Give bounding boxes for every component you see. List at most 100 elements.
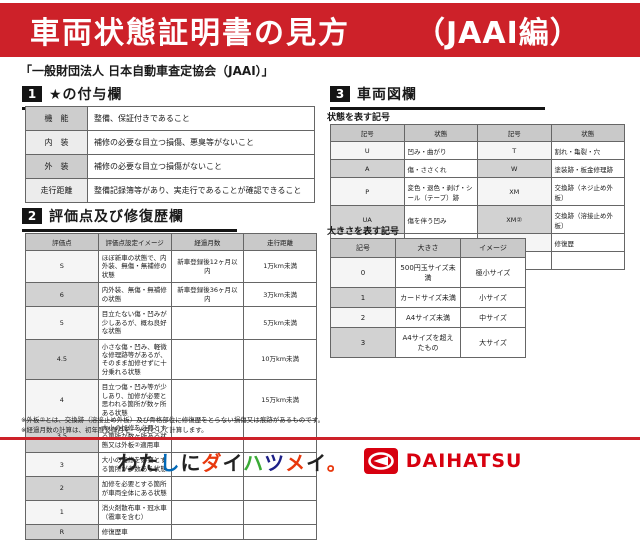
section-diagram-header: 3 車両図欄 [330, 84, 545, 110]
column-header: 記号 [330, 124, 405, 142]
value-cell [170, 452, 245, 478]
symbol-cell: 5 [25, 306, 99, 340]
table-row: 6 内外装、無傷・無補修の状態 新車登録後36ヶ月以内 3万km未満 [25, 282, 317, 308]
symbol-cell: T [477, 141, 552, 160]
value-cell: 3万km未満 [243, 282, 317, 308]
value-cell: 1万km未満 [243, 249, 317, 284]
value-cell [170, 338, 245, 381]
column-header: 記号 [330, 238, 396, 258]
value-cell: 補修の必要な目立つ損傷がないこと [87, 154, 315, 179]
column-header: 状態 [550, 124, 625, 142]
value-cell: 内外装、無傷・無補修の状態 [97, 282, 172, 308]
page-title-edition: （JAAI編） [415, 16, 581, 51]
value-cell [243, 419, 317, 454]
column-header: イメージ [460, 238, 526, 258]
slogan-char: わ [117, 450, 139, 475]
table-row: 4.5 小さな傷・凹み、軽微な修理跡等があるが、そのまま加修せずに十分乗れる状態 1… [25, 338, 317, 381]
section-number-2: 2 [22, 208, 42, 224]
symbol-cell: XM [477, 177, 552, 206]
table-row: 3 大小の加修を必要とする箇所が多数ある状態 [25, 452, 317, 478]
value-cell: 塗装跡・板金修理跡 [550, 159, 625, 178]
value-cell: 整備、保証付きであること [87, 106, 315, 131]
value-cell: 15万km未満 [243, 379, 317, 421]
table-row: U 凹み・曲がり T 割れ・亀裂・穴 [330, 141, 625, 160]
symbol-cell: 0 [330, 257, 396, 288]
footnote-line: ※外板②とは、交換跡（溶接止め外板）及び骨格部位に修復歴をとらない損傷又は痕跡が… [21, 416, 325, 424]
table-row: S ほぼ新車の状態で、内外装、無傷・無補修の状態 新車登録後12ヶ月以内 1万km未満 [25, 249, 317, 284]
table-row: 走行距離 整備記録簿等があり、実走行であることが確認できること [25, 178, 315, 203]
symbol-cell: W [477, 159, 552, 178]
section-title-star: ★の付与欄 [49, 87, 123, 103]
value-cell: 凹み・曲がり [403, 141, 478, 160]
value-cell: 修復歴 [550, 233, 625, 252]
value-cell [243, 523, 317, 540]
symbol-cell: 6 [25, 282, 99, 308]
value-cell: 目立つ傷・凹み等が少しあり、加修が必要と思われる箇所が数ヶ所ある状態 [97, 379, 172, 421]
table-row: 3.5大小の加修を必要とする箇所が数ヶ所ある状態又は外板②適用車 [25, 419, 317, 454]
value-cell: 小さな傷・凹み、軽微な修理跡等があるが、そのまま加修せずに十分乗れる状態 [97, 338, 172, 381]
association-subtitle: 「一般財団法人 日本自動車査定協会（JAAI）」 [20, 64, 274, 78]
symbol-cell: 内 装 [25, 130, 88, 155]
value-cell: 加修を必要とする箇所が車両全体にある状態 [97, 476, 172, 502]
footer-divider-rule [0, 437, 640, 440]
section-score-header: 2 評価点及び修復歴欄 [22, 206, 237, 232]
symbol-cell: 走行距離 [25, 178, 88, 203]
slogan-char: メ [285, 450, 307, 475]
value-cell: 10万km未満 [243, 338, 317, 381]
footer: わたしにダイハツメイ。 DAIHATSU [0, 444, 640, 478]
value-cell [170, 523, 245, 540]
value-cell: 小サイズ [460, 287, 526, 308]
symbol-cell: 3 [25, 452, 99, 478]
symbol-cell: 1 [330, 287, 396, 308]
footnotes: ※外板②とは、交換跡（溶接止め外板）及び骨格部位に修復歴をとらない損傷又は痕跡が… [21, 416, 324, 436]
value-cell: 中サイズ [460, 307, 526, 328]
value-cell: 交換跡（ネジ止め外板） [550, 177, 625, 206]
footnote-line: ※経過月数の計算は、初年度登録月を一ヶ月として計算します。 [21, 425, 208, 434]
table-row: 1 消火剤散布車・冠水車（雹車を含む） [25, 500, 317, 525]
value-cell: 修復歴車 [97, 523, 172, 540]
table-row: 1 カードサイズ未満 小サイズ [330, 287, 526, 308]
daihatsu-logo: DAIHATSU [363, 448, 523, 474]
table-row: A 傷・ささくれ W 塗装跡・板金修理跡 [330, 159, 625, 178]
value-cell: 大サイズ [460, 327, 526, 358]
value-cell: 傷を伴う凹み [403, 205, 478, 234]
value-cell: 新車登録後12ヶ月以内 [170, 249, 245, 284]
column-header: 状態 [403, 124, 478, 142]
symbol-cell: 2 [330, 307, 396, 328]
column-header: 記号 [477, 124, 552, 142]
column-header: 走行距離 [243, 233, 317, 251]
section-title-diagram: 車両図欄 [357, 87, 417, 103]
size-symbols-label: 大きさを表す記号 [327, 227, 400, 237]
symbol-cell: 3.5 [25, 419, 99, 454]
value-cell: 5万km未満 [243, 306, 317, 340]
table-row: 4 目立つ傷・凹み等が少しあり、加修が必要と思われる箇所が数ヶ所ある状態 15万km… [25, 379, 317, 421]
value-cell: 交換跡（溶接止め外板） [550, 205, 625, 234]
slogan-char: ダ [201, 450, 223, 475]
page-title: 車両状態証明書の見方 [30, 16, 350, 51]
symbol-cell: P [330, 177, 405, 206]
symbol-cell: 機 能 [25, 106, 88, 131]
column-header: 評価点 [25, 233, 99, 251]
value-cell: 補修の必要な目立つ損傷、悪臭等がないこと [87, 130, 315, 155]
value-cell: 消火剤散布車・冠水車（雹車を含む） [97, 500, 172, 525]
symbol-cell: XM② [477, 205, 552, 234]
table-row: 0 500円玉サイズ未満 極小サイズ [330, 257, 526, 288]
header-band: 車両状態証明書の見方 （JAAI編） [0, 3, 640, 57]
column-header: 大きさ [395, 238, 461, 258]
value-cell: A4サイズを超えたもの [395, 327, 461, 358]
table-row: 3 A4サイズを超えたもの 大サイズ [330, 327, 526, 358]
score-history-table: 評価点 評価点設定イメージ 経過月数 走行距離 S ほぼ新車の状態で、内外装、無傷・無補修… [25, 233, 317, 540]
symbol-cell: 4.5 [25, 338, 99, 381]
value-cell: 割れ・亀裂・穴 [550, 141, 625, 160]
symbol-cell: 1 [25, 500, 99, 525]
section-underline [22, 229, 237, 232]
value-cell [170, 379, 245, 421]
slogan-char: に [180, 450, 202, 475]
value-cell: 整備記録簿等があり、実走行であることが確認できること [87, 178, 315, 203]
table-row: R 修復歴車 [25, 523, 317, 540]
symbol-cell: 2 [25, 476, 99, 502]
table-row: 外 装補修の必要な目立つ損傷がないこと [25, 154, 315, 179]
value-cell: 目立たない傷・凹みが少しあるが、概ね良好な状態 [97, 306, 172, 340]
slogan-char: ツ [264, 450, 286, 475]
symbol-cell: 3 [330, 327, 396, 358]
